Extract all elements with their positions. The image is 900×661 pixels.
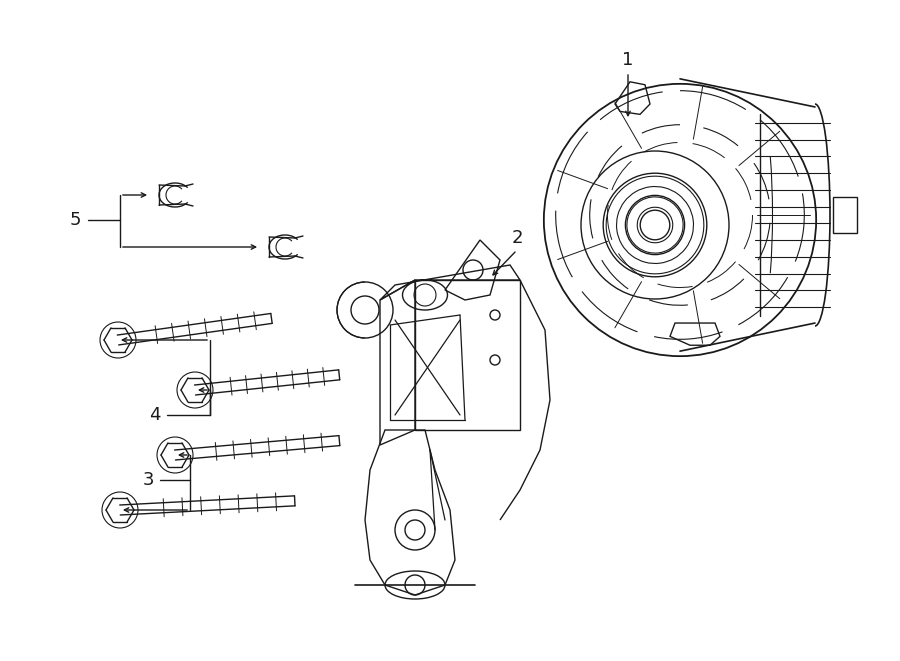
Text: 4: 4: [149, 406, 161, 424]
Text: 3: 3: [142, 471, 154, 489]
Text: 5: 5: [69, 211, 81, 229]
Text: 1: 1: [622, 51, 634, 69]
Text: 2: 2: [511, 229, 523, 247]
